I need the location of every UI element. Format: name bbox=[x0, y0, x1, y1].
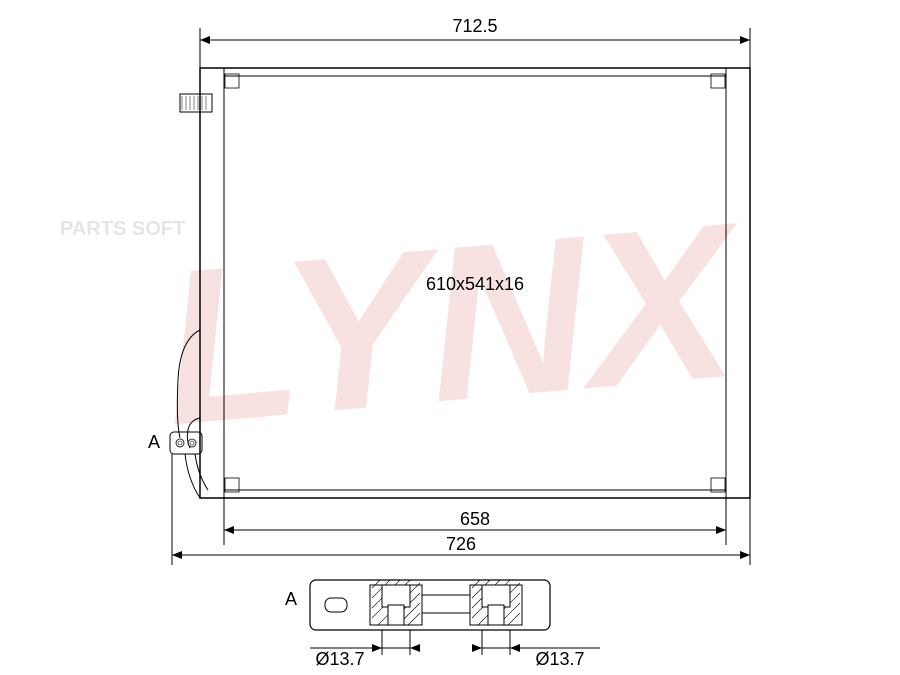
technical-drawing: LYNX PARTS SOFT 712.5 610x bbox=[0, 0, 900, 675]
bottom-dim-1-value: 658 bbox=[460, 509, 490, 529]
logo-watermark: LYNX bbox=[154, 176, 755, 472]
svg-text:A: A bbox=[285, 589, 297, 609]
detail-dimension-1: Ø13.7 bbox=[310, 630, 420, 669]
top-dimension-value: 712.5 bbox=[452, 16, 497, 36]
bottom-dim-2-value: 726 bbox=[446, 534, 476, 554]
detail-section-a: A bbox=[285, 580, 550, 630]
connector-a-label: A bbox=[148, 432, 160, 452]
parts-soft-watermark: PARTS SOFT bbox=[60, 218, 185, 240]
detail-dia-1-value: Ø13.7 bbox=[315, 649, 364, 669]
detail-dia-2-value: Ø13.7 bbox=[535, 649, 584, 669]
top-dimension: 712.5 bbox=[200, 16, 750, 68]
center-dimension: 610x541x16 bbox=[426, 274, 524, 294]
svg-text:LYNX: LYNX bbox=[154, 176, 755, 472]
detail-dimension-2: Ø13.7 bbox=[472, 630, 600, 669]
